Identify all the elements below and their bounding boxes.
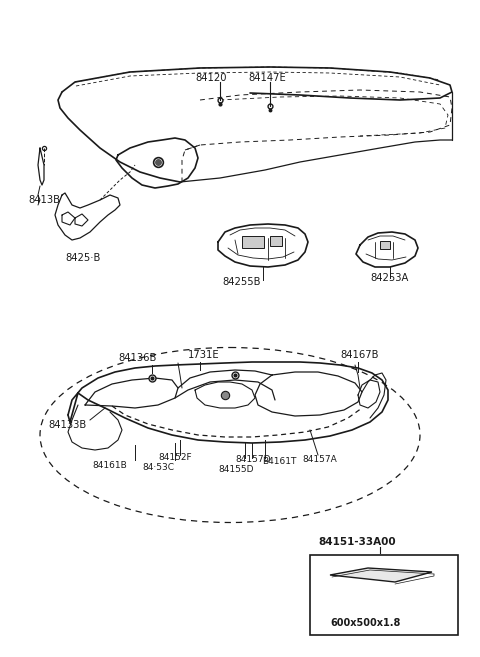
Text: 84253A: 84253A: [370, 273, 408, 283]
Text: 84·53C: 84·53C: [142, 463, 174, 472]
Bar: [270, 236, 282, 246]
Bar: [242, 236, 264, 248]
Bar: [310, 555, 458, 635]
Text: 8413B: 8413B: [28, 195, 60, 205]
Text: 84136B: 84136B: [118, 353, 156, 363]
Text: 84161B: 84161B: [92, 461, 127, 470]
Text: 84167B: 84167B: [340, 350, 379, 360]
Text: 84133B: 84133B: [48, 420, 86, 430]
Text: 84157D: 84157D: [235, 455, 271, 464]
Text: B4161T: B4161T: [262, 457, 296, 466]
Text: 84152F: 84152F: [158, 453, 192, 463]
Text: 600x500x1.8: 600x500x1.8: [330, 618, 400, 628]
Bar: [380, 241, 390, 249]
Text: 8425·B: 8425·B: [65, 253, 100, 263]
Text: 84255B: 84255B: [222, 277, 261, 287]
Text: 84157A: 84157A: [302, 455, 337, 464]
Text: 84151-33A00: 84151-33A00: [318, 537, 396, 547]
Text: 84155D: 84155D: [218, 466, 253, 474]
Polygon shape: [330, 568, 432, 582]
Text: 1731E: 1731E: [188, 350, 220, 360]
Text: 84120: 84120: [195, 73, 227, 83]
Text: 84147E: 84147E: [248, 73, 286, 83]
